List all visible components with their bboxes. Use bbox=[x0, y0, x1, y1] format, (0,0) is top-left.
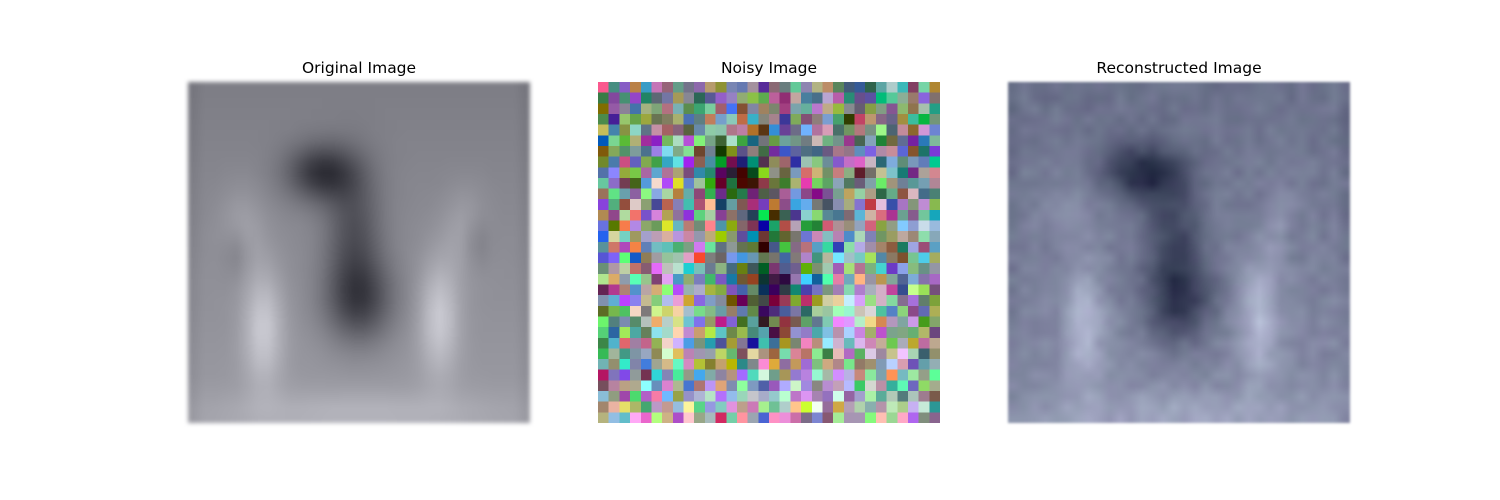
original-image bbox=[188, 82, 530, 423]
panel-reconstructed: Reconstructed Image bbox=[1008, 0, 1350, 430]
panel-title-reconstructed: Reconstructed Image bbox=[1008, 58, 1350, 78]
panel-noisy: Noisy Image bbox=[598, 0, 940, 430]
panel-original: Original Image bbox=[188, 0, 530, 430]
panel-title-noisy: Noisy Image bbox=[598, 58, 940, 78]
noisy-image bbox=[598, 82, 940, 423]
reconstructed-image bbox=[1008, 82, 1350, 423]
panel-title-original: Original Image bbox=[188, 58, 530, 78]
